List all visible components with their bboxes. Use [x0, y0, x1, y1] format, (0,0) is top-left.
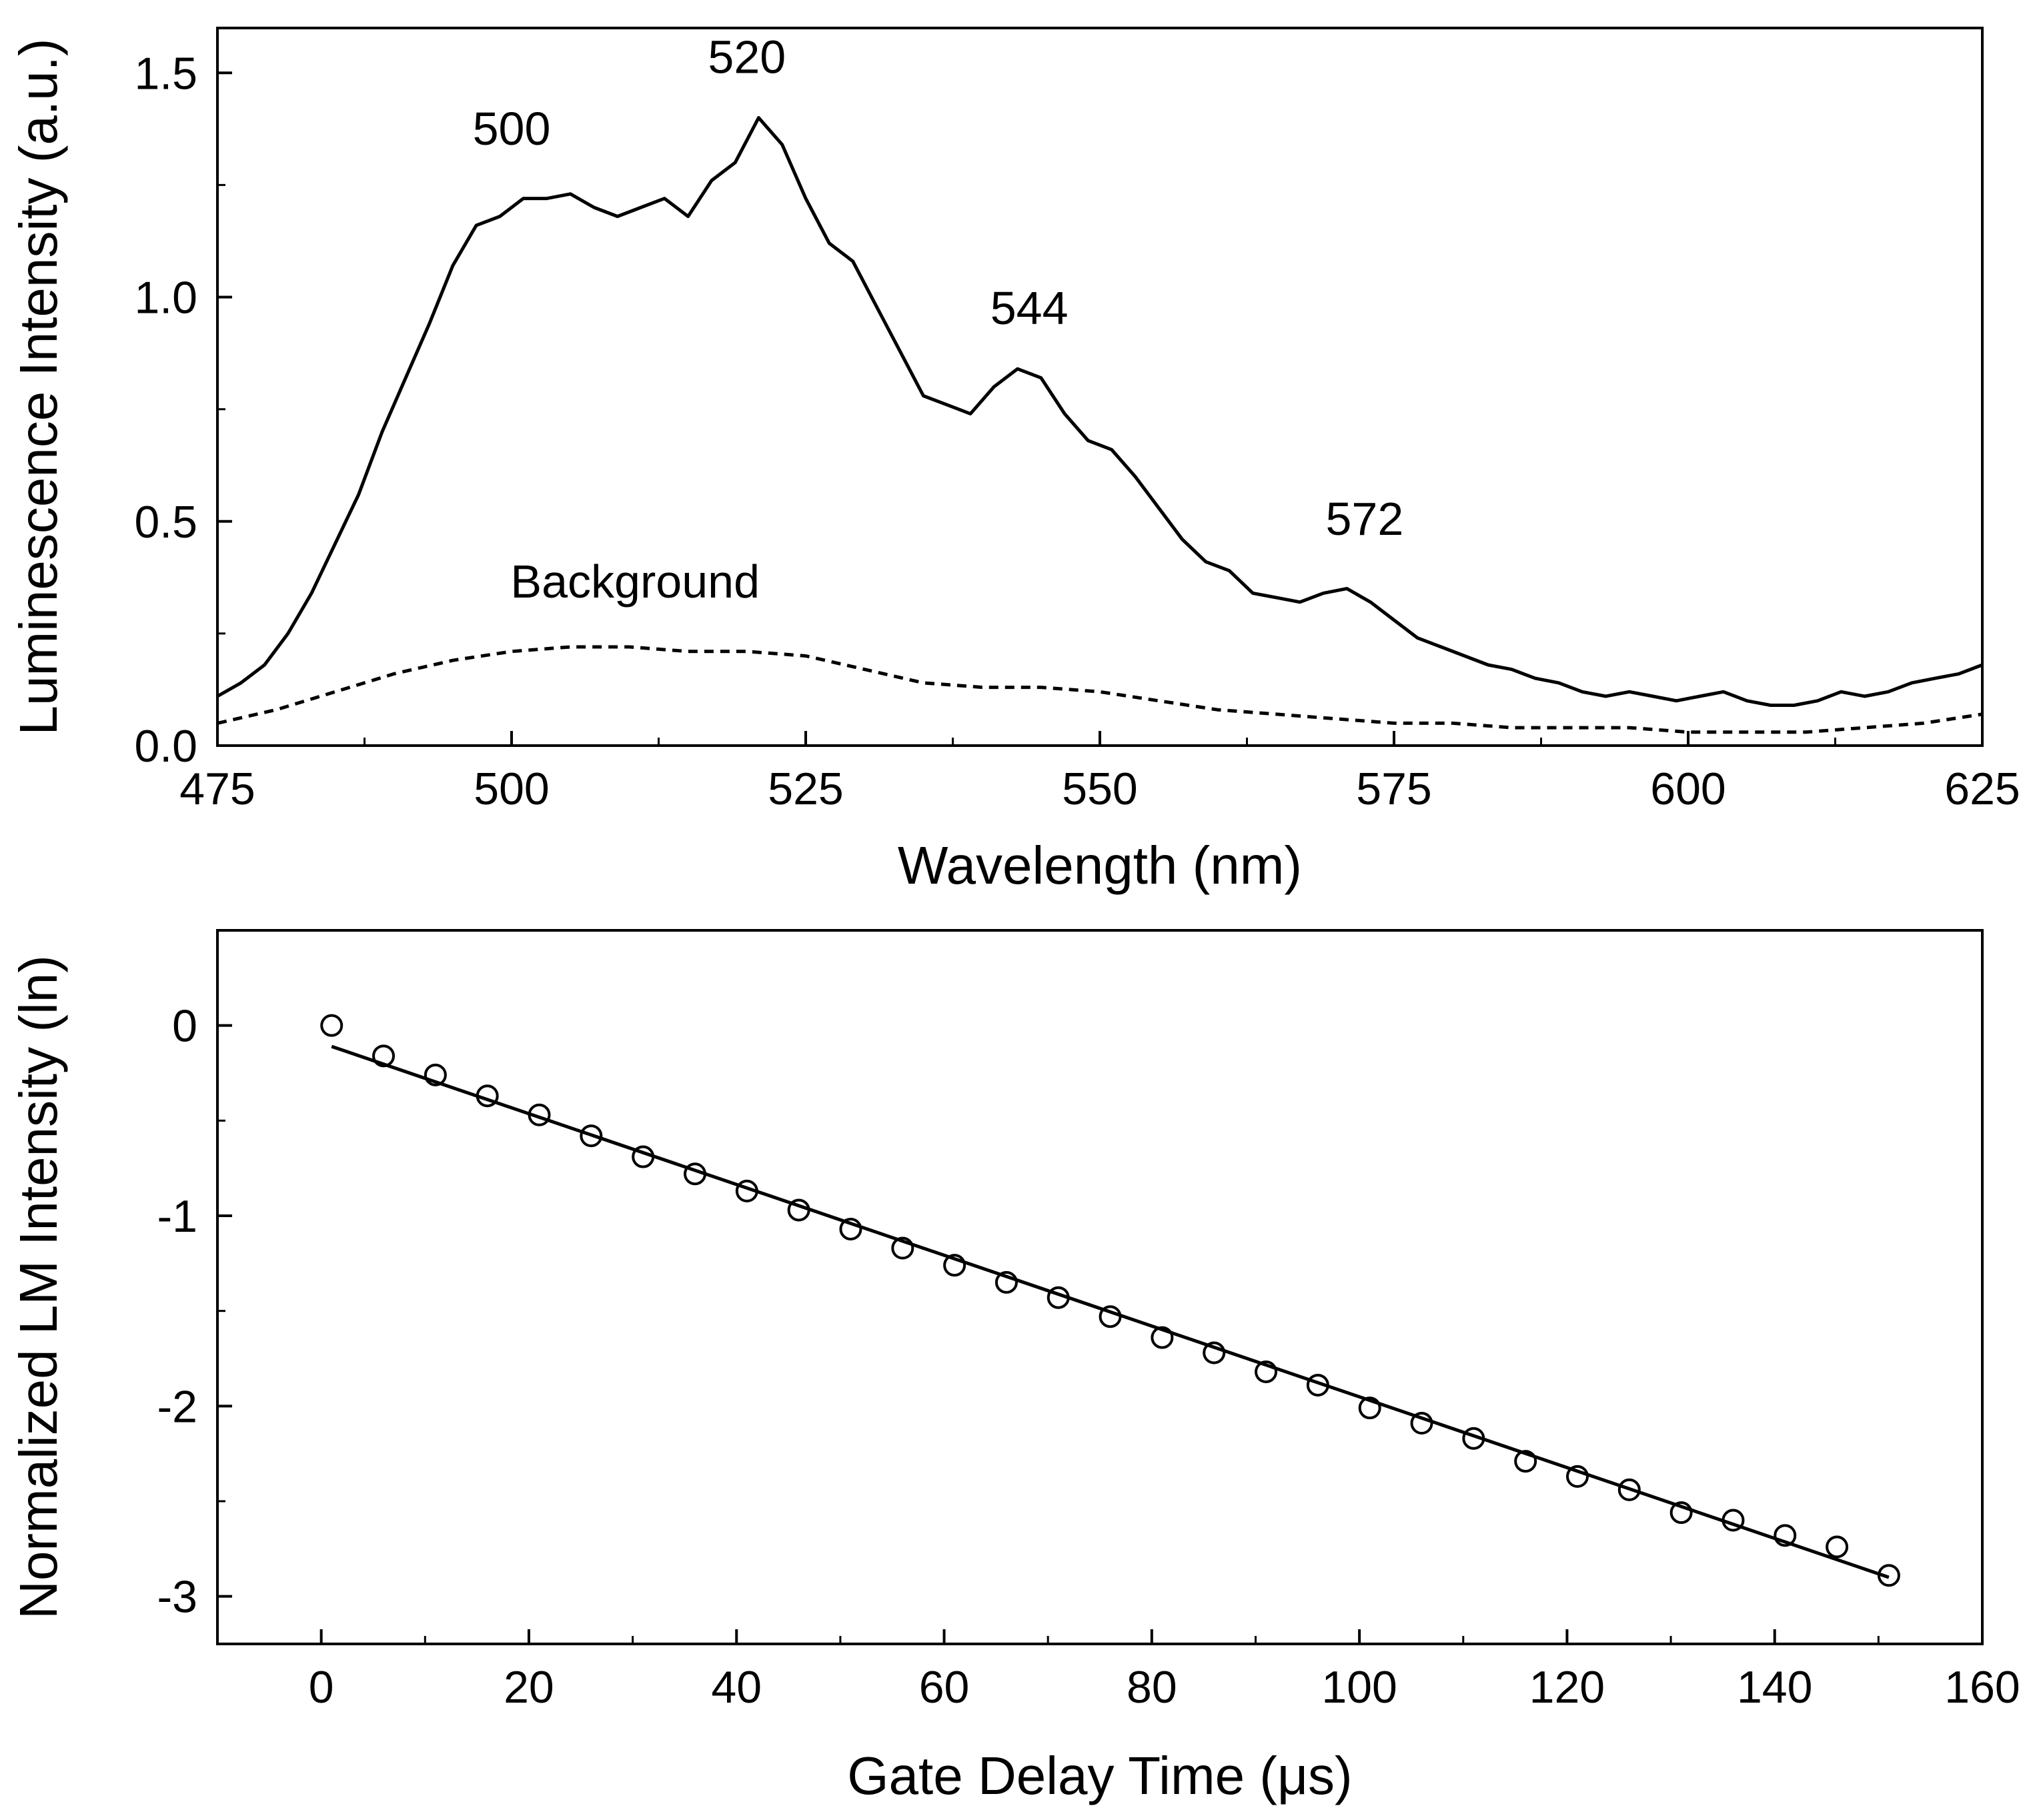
data-point	[1826, 1535, 1849, 1559]
series-line-emission	[216, 116, 1983, 707]
decay-x-axis-label: Gate Delay Time (μs)	[847, 1746, 1352, 1805]
data-point	[580, 1124, 603, 1148]
spectrum-chart: 475 500 525 550 575 600 625 0.0 0.5 1.0 1.5 500 520…	[9, 27, 2020, 895]
y-tick-label: 1.0	[134, 273, 197, 323]
series-line-background	[217, 645, 1983, 734]
data-point	[1565, 1465, 1589, 1488]
spectrum-annotations: 500 520 544 572 Background	[473, 31, 1404, 608]
x-tick-label: 625	[1944, 764, 2020, 814]
data-point	[1358, 1397, 1381, 1420]
x-tick-label: 40	[711, 1662, 762, 1713]
data-point	[1774, 1524, 1797, 1547]
x-tick-label: 500	[474, 764, 549, 814]
y-tick-label: -1	[157, 1191, 197, 1242]
decay-series	[320, 1014, 1900, 1587]
series-line-linear-fit	[331, 1044, 1890, 1579]
data-point	[891, 1236, 914, 1260]
data-point	[1514, 1450, 1537, 1473]
x-tick-label: 475	[179, 764, 255, 814]
decay-y-axis-label: Normalized LM Intensity (ln)	[9, 955, 68, 1619]
annotation-500: 500	[473, 103, 551, 155]
x-tick-label: 140	[1737, 1662, 1812, 1713]
y-tick-label: 0.0	[134, 721, 197, 772]
data-point	[1617, 1478, 1641, 1501]
data-point	[372, 1044, 396, 1068]
x-tick-label: 550	[1062, 764, 1137, 814]
data-point	[1669, 1501, 1693, 1525]
x-tick-label: 20	[504, 1662, 554, 1713]
x-tick-label: 575	[1356, 764, 1431, 814]
x-tick-label: 600	[1650, 764, 1726, 814]
data-point	[943, 1254, 966, 1277]
spectrum-series	[216, 116, 1983, 734]
data-point	[320, 1014, 344, 1037]
y-tick-label: 1.5	[134, 48, 197, 99]
spectrum-y-axis-label: Luminescence Intensity (a.u.)	[9, 39, 68, 736]
annotation-520: 520	[708, 31, 786, 83]
x-tick-label: 0	[309, 1662, 334, 1713]
y-tick-label: -3	[157, 1572, 197, 1623]
decay-chart: 0 20 40 60 80 100 120 140 160 0 -1 -2 -3 Gate Delay …	[9, 929, 2020, 1805]
y-tick-label: 0	[172, 1001, 197, 1052]
y-tick-label: -2	[157, 1381, 197, 1432]
data-point	[839, 1217, 862, 1240]
x-tick-label: 60	[919, 1662, 970, 1713]
data-point	[994, 1270, 1018, 1294]
x-tick-label: 525	[768, 764, 843, 814]
data-point	[424, 1063, 447, 1086]
y-tick-label: 0.5	[134, 497, 197, 548]
data-point	[1151, 1326, 1174, 1349]
decay-plot-frame	[216, 929, 1984, 1645]
annotation-572: 572	[1326, 493, 1404, 545]
x-tick-label: 160	[1944, 1662, 2020, 1713]
annotation-544: 544	[990, 282, 1069, 334]
x-tick-label: 100	[1321, 1662, 1397, 1713]
x-tick-label: 80	[1127, 1662, 1177, 1713]
annotation-background: Background	[510, 556, 760, 608]
decay-ticks: 0 20 40 60 80 100 120 140 160 0 -1 -2 -3	[157, 1001, 2020, 1713]
spectrum-ticks: 475 500 525 550 575 600 625 0.0 0.5 1.0 1.5	[134, 48, 2020, 814]
x-tick-label: 120	[1529, 1662, 1605, 1713]
data-point	[1203, 1341, 1226, 1364]
data-point	[1255, 1360, 1278, 1383]
spectrum-x-axis-label: Wavelength (nm)	[898, 836, 1302, 895]
